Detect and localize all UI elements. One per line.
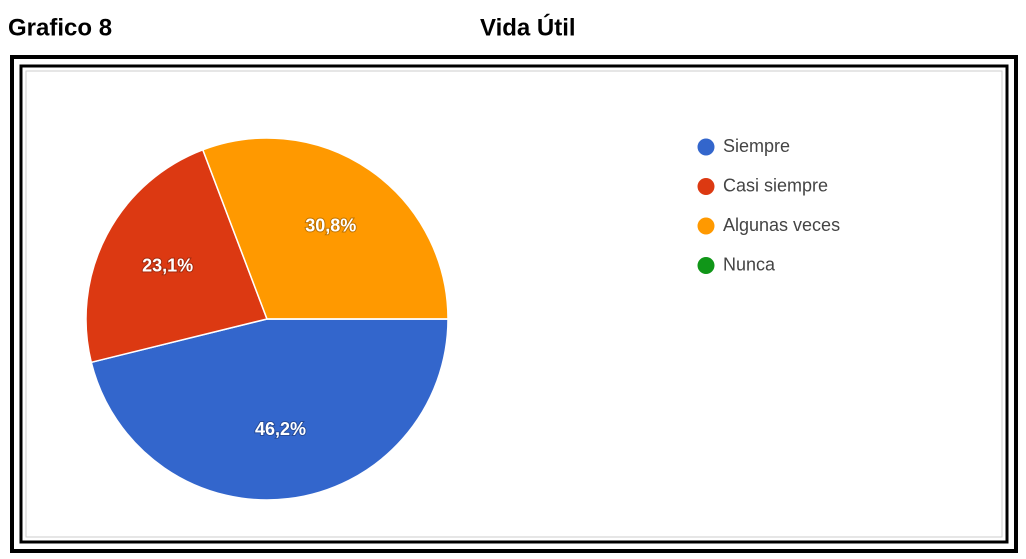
legend-swatch [697, 217, 715, 235]
legend-swatch [697, 178, 715, 195]
pie-slice [90, 318, 449, 501]
pie-slice [201, 137, 449, 320]
chart-title: Vida Útil [480, 13, 576, 41]
pie-slice [85, 148, 269, 364]
slice-label: 23,1% [142, 256, 193, 276]
slice-label: 46,2% [255, 419, 306, 439]
legend-swatch [697, 138, 715, 156]
figure-label: Grafico 8 [8, 14, 112, 41]
frame-inner [19, 64, 1009, 544]
legend-label: Casi siempre [723, 175, 828, 195]
legend-label: Algunas veces [723, 215, 840, 235]
legend-label: Nunca [723, 254, 776, 274]
frame-outer [10, 55, 1018, 553]
legend-swatch [697, 257, 715, 274]
slice-label: 30,8% [305, 215, 356, 235]
legend-label: Siempre [723, 136, 790, 156]
